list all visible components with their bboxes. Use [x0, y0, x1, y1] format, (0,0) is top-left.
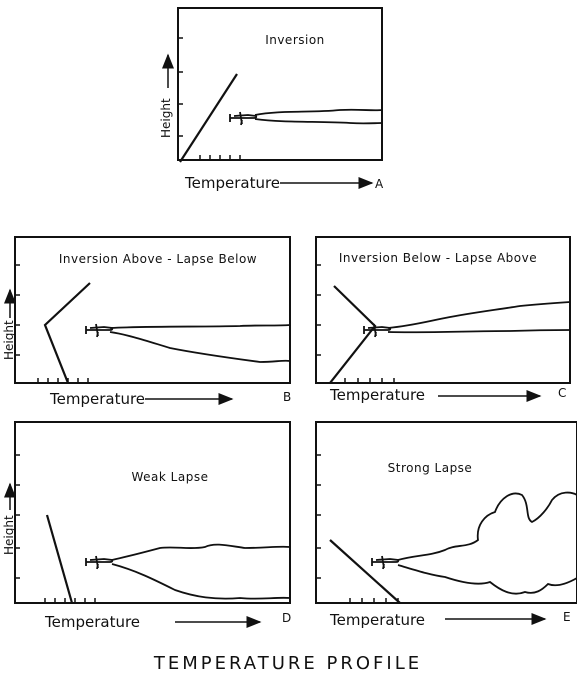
panel-frame — [315, 421, 577, 604]
panel-letter: E — [563, 610, 571, 624]
x-label: Temperature — [49, 390, 145, 408]
panel-frame — [14, 421, 291, 604]
panel-b: Inversion Above - Lapse Below Height Tem… — [2, 236, 291, 408]
temperature-profile — [329, 539, 401, 604]
panel-letter: D — [282, 611, 291, 625]
y-label: Height — [2, 320, 16, 360]
x-label: Temperature — [329, 611, 425, 629]
temperature-profile — [329, 285, 377, 384]
smoke-plume — [109, 324, 291, 363]
panel-title: Inversion — [265, 33, 325, 47]
panel-letter: C — [558, 386, 566, 400]
plane — [85, 323, 114, 338]
panel-d: Weak Lapse Height Temperature D — [2, 421, 291, 631]
panel-letter: A — [375, 177, 384, 191]
axis-ticks — [316, 454, 399, 603]
smoke-plume — [254, 108, 383, 125]
axis-ticks — [15, 264, 89, 383]
y-label: Height — [2, 515, 16, 555]
panel-a: Inversion Height Temperature A — [159, 7, 384, 192]
smoke-plume — [397, 491, 577, 595]
x-label: Temperature — [184, 174, 280, 192]
panel-title: Inversion Above - Lapse Below — [59, 252, 257, 266]
panel-c: Inversion Below - Lapse Above Temperatur… — [315, 236, 571, 404]
x-label: Temperature — [329, 386, 425, 404]
axis-ticks — [15, 454, 96, 603]
panel-frame — [14, 236, 291, 384]
panel-title: Inversion Below - Lapse Above — [339, 251, 537, 265]
plane — [229, 111, 258, 126]
temperature-profile — [45, 514, 74, 604]
panel-frame — [177, 7, 383, 161]
smoke-plume — [387, 301, 571, 334]
axis-ticks — [316, 264, 395, 383]
panel-title: Weak Lapse — [132, 470, 209, 484]
panel-title: Strong Lapse — [388, 461, 473, 475]
y-label: Height — [159, 98, 173, 138]
temperature-profile — [43, 282, 91, 384]
figure-caption: TEMPERATURE PROFILE — [153, 653, 422, 674]
temperature-profile — [179, 73, 238, 163]
panel-frame — [315, 236, 571, 384]
axis-ticks — [178, 37, 241, 160]
panel-letter: B — [283, 390, 291, 404]
x-label: Temperature — [44, 613, 140, 631]
smoke-plume — [111, 543, 291, 600]
panel-e: Strong Lapse Temperature E — [315, 421, 577, 629]
plane — [85, 555, 114, 570]
plane — [371, 555, 400, 570]
